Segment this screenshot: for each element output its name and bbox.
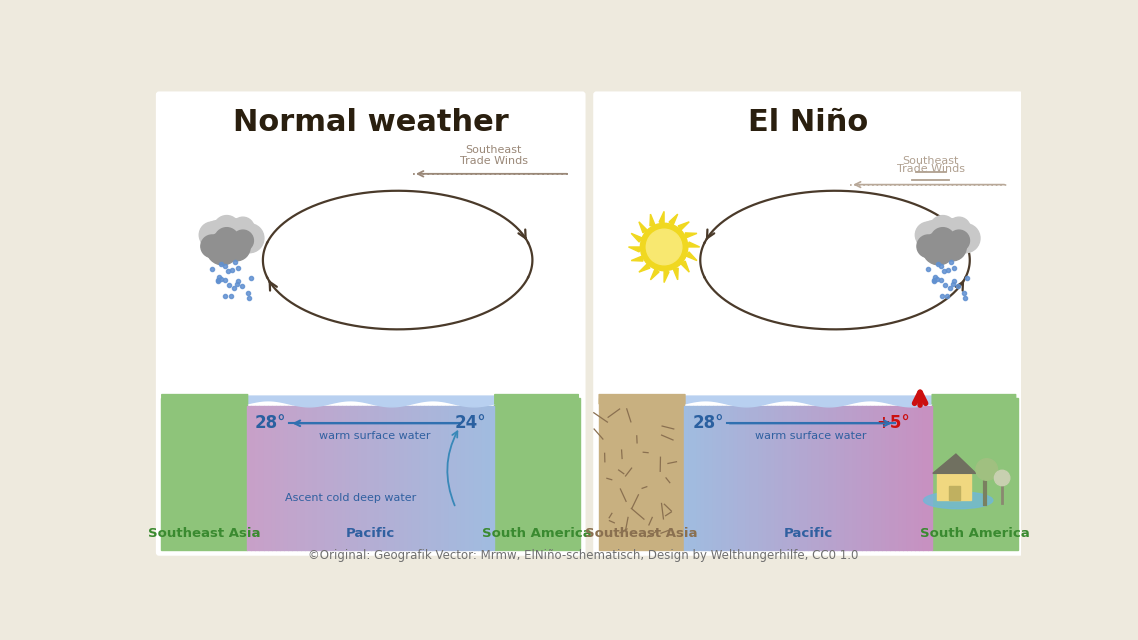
Circle shape [232,230,254,251]
Circle shape [214,216,240,241]
Polygon shape [687,242,700,247]
Circle shape [200,220,237,256]
Polygon shape [681,261,690,272]
Polygon shape [650,214,655,226]
Text: warm surface water: warm surface water [754,431,866,441]
Text: Normal weather: Normal weather [233,108,509,138]
Polygon shape [632,234,642,242]
Circle shape [218,219,251,251]
Circle shape [915,222,941,248]
Polygon shape [665,271,669,282]
Bar [938,474,972,500]
Text: Trade Winds: Trade Winds [897,164,965,174]
Text: South America: South America [920,527,1030,540]
Text: warm surface water: warm surface water [319,431,430,441]
Circle shape [939,234,966,261]
Text: 28°: 28° [692,414,724,432]
Polygon shape [638,264,650,272]
Text: Southeast Asia: Southeast Asia [585,527,698,540]
Circle shape [923,232,955,265]
Circle shape [951,223,980,253]
Circle shape [199,222,225,248]
Circle shape [948,217,971,240]
Text: +5°: +5° [876,414,910,432]
Text: Ascent cold deep water: Ascent cold deep water [286,493,417,503]
Polygon shape [659,211,665,223]
Polygon shape [933,454,976,474]
Polygon shape [686,252,696,260]
Circle shape [917,220,953,256]
Bar [932,398,1017,550]
Circle shape [200,235,223,257]
Polygon shape [651,269,659,280]
Circle shape [641,223,687,271]
Text: Southeast Asia: Southeast Asia [148,527,261,540]
Ellipse shape [924,492,992,509]
Circle shape [234,223,264,253]
Polygon shape [638,222,648,233]
Circle shape [646,229,682,265]
Bar [162,398,247,550]
Text: El Niño: El Niño [748,108,868,138]
Bar [599,398,684,550]
Circle shape [948,230,970,251]
Text: Southeast: Southeast [902,156,959,166]
Polygon shape [628,247,641,252]
Polygon shape [678,222,690,230]
Polygon shape [674,268,678,280]
Text: ©Original: Geografik Vector: Mrmw, ElNiño-schematisch, Design by Welthungerhilfe: ©Original: Geografik Vector: Mrmw, ElNiñ… [308,549,858,562]
Text: South America: South America [483,527,592,540]
Text: 28°: 28° [255,414,287,432]
Circle shape [930,216,956,241]
Circle shape [215,228,239,252]
Circle shape [223,234,250,261]
Circle shape [995,470,1009,486]
Text: Southeast
Trade Winds: Southeast Trade Winds [460,145,528,166]
Polygon shape [685,233,696,238]
Circle shape [934,219,967,251]
Circle shape [976,459,998,480]
Bar [494,398,580,550]
FancyBboxPatch shape [593,92,1023,556]
Text: Pacific: Pacific [346,527,395,540]
Circle shape [206,232,239,265]
Circle shape [931,228,955,252]
Text: 24°: 24° [455,414,487,432]
Polygon shape [669,214,678,225]
Text: Pacific: Pacific [783,527,833,540]
Polygon shape [632,256,643,261]
Bar [949,486,959,500]
Circle shape [917,235,940,257]
Circle shape [231,217,254,240]
FancyBboxPatch shape [156,92,586,556]
